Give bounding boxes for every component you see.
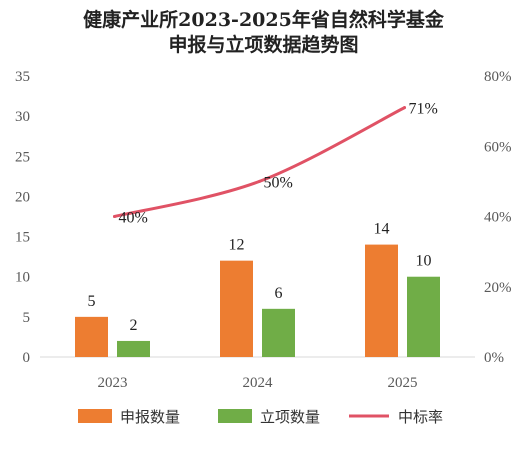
y-left-tick-label: 25 [15, 149, 30, 165]
bar-approved [117, 340, 150, 357]
bar-data-label: 2 [130, 317, 138, 334]
bar-data-label: 12 [229, 237, 245, 254]
legend-swatch-approved [218, 409, 252, 423]
bar-approved [407, 276, 440, 357]
x-tick-label: 2025 [388, 375, 418, 391]
bar-approved [262, 308, 295, 357]
bar-declared [75, 316, 108, 357]
legend-label: 立项数量 [260, 408, 320, 426]
line-layer: 40% 50% 71% [113, 101, 438, 227]
rate-data-label: 71% [409, 101, 438, 118]
bar-data-label: 6 [275, 285, 283, 302]
y-right-tick-label: 60% [484, 139, 512, 155]
y-left-tick-label: 30 [15, 109, 30, 125]
bar-data-label: 14 [374, 221, 390, 238]
rate-data-label: 50% [264, 174, 293, 191]
y-left-tick-label: 20 [15, 189, 30, 205]
rate-line [113, 106, 406, 218]
y-right-tick-label: 80% [484, 69, 512, 85]
rate-point [113, 215, 116, 218]
y-right-tick-label: 40% [484, 210, 512, 226]
y-right-tick-label: 20% [484, 280, 512, 296]
legend-label: 中标率 [398, 408, 443, 426]
chart-title-line-1: 健康产业所2023-2025年省自然科学基金 [83, 8, 445, 31]
y-left-tick-label: 10 [15, 270, 30, 286]
bar-data-label: 5 [88, 293, 96, 310]
legend: 申报数量 立项数量 中标率 [78, 408, 443, 426]
y-left-tick-label: 15 [15, 230, 30, 246]
bars-layer: 5 12 14 2 6 10 [75, 221, 440, 357]
bar-declared [220, 260, 253, 357]
y-left-tick-label: 35 [15, 69, 30, 85]
legend-swatch-declared [78, 409, 112, 423]
y-left-tick-label: 5 [23, 310, 31, 326]
chart-title-line-2: 申报与立项数据趋势图 [168, 33, 358, 56]
bar-declared [365, 244, 398, 357]
legend-label: 申报数量 [120, 408, 180, 426]
rate-data-label: 40% [119, 210, 148, 227]
y-right-tick-label: 0% [484, 350, 504, 366]
bar-data-label: 10 [416, 253, 432, 270]
x-tick-label: 2023 [98, 375, 128, 391]
rate-point [403, 106, 406, 110]
rate-point [258, 179, 261, 183]
y-left-tick-label: 0 [23, 350, 31, 366]
x-tick-label: 2024 [243, 375, 274, 391]
